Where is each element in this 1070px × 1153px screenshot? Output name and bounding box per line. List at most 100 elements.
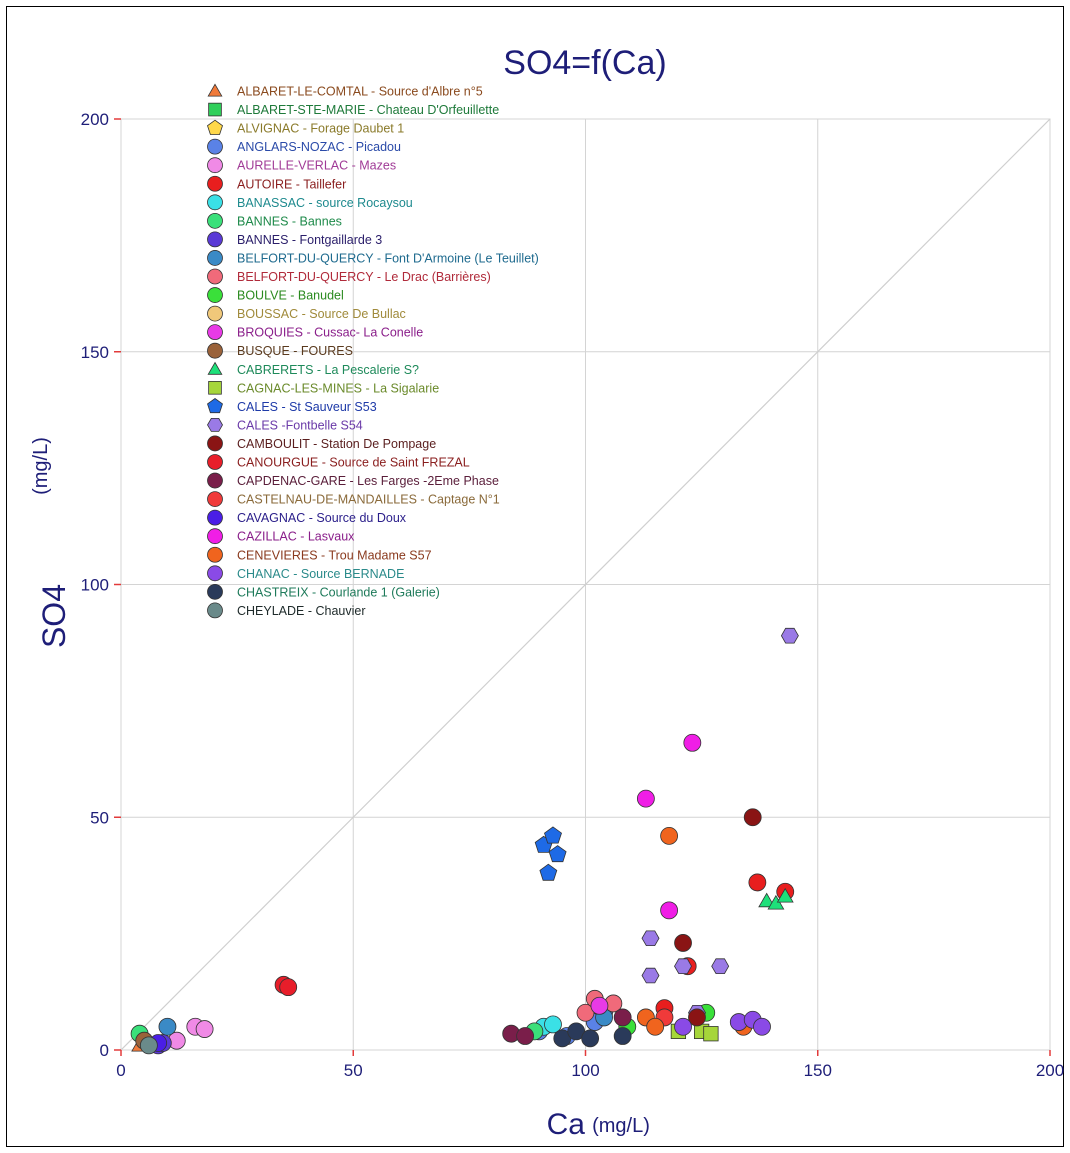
data-point xyxy=(674,958,692,974)
data-point xyxy=(279,978,298,997)
data-point xyxy=(195,1020,214,1038)
legend-marker xyxy=(207,398,223,414)
legend-marker xyxy=(207,546,223,563)
legend-entry-label: CHANAC - Source BERNADE xyxy=(237,567,404,581)
legend-marker xyxy=(207,324,223,341)
legend-marker xyxy=(207,119,223,135)
data-point xyxy=(688,1008,706,1027)
legend-entry-label: BANNES - Fontgaillarde 3 xyxy=(237,233,382,247)
legend-marker xyxy=(207,231,223,248)
legend-marker xyxy=(207,83,223,97)
data-point xyxy=(544,826,562,844)
legend-entry-label: BUSQUE - FOURES xyxy=(237,344,353,358)
data-point xyxy=(581,1029,600,1048)
data-point xyxy=(158,1017,177,1036)
legend-marker xyxy=(207,268,223,285)
data-point xyxy=(674,1017,692,1036)
legend-entry-label: CHASTREIX - Courlande 1 (Galerie) xyxy=(237,585,440,599)
x-tick-label: 100 xyxy=(571,1061,599,1080)
data-point xyxy=(703,1026,719,1042)
reference-line-y-equals-x xyxy=(120,118,1051,1051)
y-tick-label: 50 xyxy=(90,808,109,827)
legend-entry-label: CAMBOULIT - Station De Pompage xyxy=(237,437,436,451)
legend: ALBARET-LE-COMTAL - Source d'Albre n°5 AL… xyxy=(207,83,539,619)
data-point xyxy=(674,934,692,952)
y-axis-label: SO4 xyxy=(36,584,72,648)
data-point xyxy=(636,789,655,808)
legend-marker xyxy=(207,361,223,375)
legend-marker xyxy=(207,250,223,266)
legend-marker xyxy=(207,491,223,508)
chart-frame: 0 50 100 150 200 0 50 100 150 200 ALBARET-LE-COMT… xyxy=(6,6,1064,1147)
legend-marker xyxy=(208,381,222,395)
data-point xyxy=(613,1027,632,1045)
legend-entry-label: BANNES - Bannes xyxy=(237,214,342,228)
legend-entry-label: ALBARET-STE-MARIE - Chateau D'Orfeuillet… xyxy=(237,103,499,117)
legend-entry-label: CENEVIERES - Trou Madame S57 xyxy=(237,548,432,562)
legend-entry-label: BOUSSAC - Source De Bullac xyxy=(237,307,406,321)
legend-entry-label: CABRERETS - La Pescalerie S? xyxy=(237,363,419,377)
data-point xyxy=(748,873,767,892)
legend-entry-label: ANGLARS-NOZAC - Picadou xyxy=(237,140,401,154)
x-tick-label: 150 xyxy=(804,1061,832,1080)
scatter-chart: 0 50 100 150 200 0 50 100 150 200 ALBARET-LE-COMT… xyxy=(30,44,1065,1141)
data-point xyxy=(139,1036,158,1055)
data-point xyxy=(590,996,609,1015)
legend-entry-label: CANOURGUE - Source de Saint FREZAL xyxy=(237,456,470,470)
data-point xyxy=(683,733,702,752)
legend-marker xyxy=(207,138,223,155)
legend-marker xyxy=(207,528,223,545)
legend-entry-label: BOULVE - Banudel xyxy=(237,289,344,303)
legend-marker xyxy=(207,565,223,582)
legend-marker xyxy=(207,157,223,174)
legend-marker xyxy=(207,602,223,619)
legend-marker xyxy=(207,472,223,489)
y-tick-label: 0 xyxy=(100,1041,109,1060)
legend-marker xyxy=(207,194,223,211)
legend-entry-label: ALVIGNAC - Forage Daubet 1 xyxy=(237,122,404,136)
legend-marker xyxy=(207,305,223,322)
data-point xyxy=(544,1015,562,1034)
data-point xyxy=(753,1017,771,1036)
legend-marker xyxy=(207,509,223,526)
legend-entry-label: CAGNAC-LES-MINES - La Sigalarie xyxy=(237,381,439,395)
legend-entry-label: CHEYLADE - Chauvier xyxy=(237,604,366,618)
legend-entry-label: BANASSAC - source Rocaysou xyxy=(237,196,413,210)
x-tick-label: 200 xyxy=(1036,1061,1064,1080)
data-point xyxy=(743,808,762,827)
legend-marker xyxy=(207,212,223,229)
legend-marker xyxy=(207,454,223,470)
x-tick-label: 50 xyxy=(344,1061,363,1080)
legend-entry-label: BROQUIES - Cussac- La Conelle xyxy=(237,326,423,340)
data-point xyxy=(780,627,799,644)
legend-entry-label: CAZILLAC - Lasvaux xyxy=(237,530,355,544)
legend-entry-label: CAPDENAC-GARE - Les Farges -2Eme Phase xyxy=(237,474,499,488)
x-axis-unit: (mg/L) xyxy=(592,1115,650,1137)
legend-marker xyxy=(207,417,223,432)
data-point xyxy=(660,826,679,845)
legend-entry-label: CASTELNAU-DE-MANDAILLES - Captage N°1 xyxy=(237,493,500,507)
data-point xyxy=(711,958,730,974)
y-tick-label: 100 xyxy=(81,576,109,595)
legend-marker xyxy=(207,583,223,600)
legend-entry-label: AUTOIRE - Taillefer xyxy=(237,177,346,191)
data-point xyxy=(776,887,794,903)
y-tick-label: 150 xyxy=(81,343,109,362)
data-point xyxy=(758,892,776,908)
legend-entry-label: CALES - St Sauveur S53 xyxy=(237,400,377,414)
legend-marker xyxy=(208,102,222,117)
y-tick-label: 200 xyxy=(81,110,109,129)
legend-marker xyxy=(207,435,223,452)
chart-title: SO4=f(Ca) xyxy=(503,44,666,82)
legend-entry-label: BELFORT-DU-QUERCY - Font D'Armoine (Le T… xyxy=(237,251,539,265)
data-point xyxy=(660,901,679,920)
y-axis-unit: (mg/L) xyxy=(30,437,52,495)
legend-marker xyxy=(207,175,223,192)
legend-entry-label: CALES -Fontbelle S54 xyxy=(237,418,363,432)
data-point xyxy=(613,1008,632,1027)
legend-entry-label: CAVAGNAC - Source du Doux xyxy=(237,511,407,525)
axes-layer: 0 50 100 150 200 0 50 100 150 200 xyxy=(81,110,1065,1080)
data-point xyxy=(516,1027,535,1045)
x-tick-label: 0 xyxy=(116,1061,125,1080)
points-layer xyxy=(130,627,799,1055)
